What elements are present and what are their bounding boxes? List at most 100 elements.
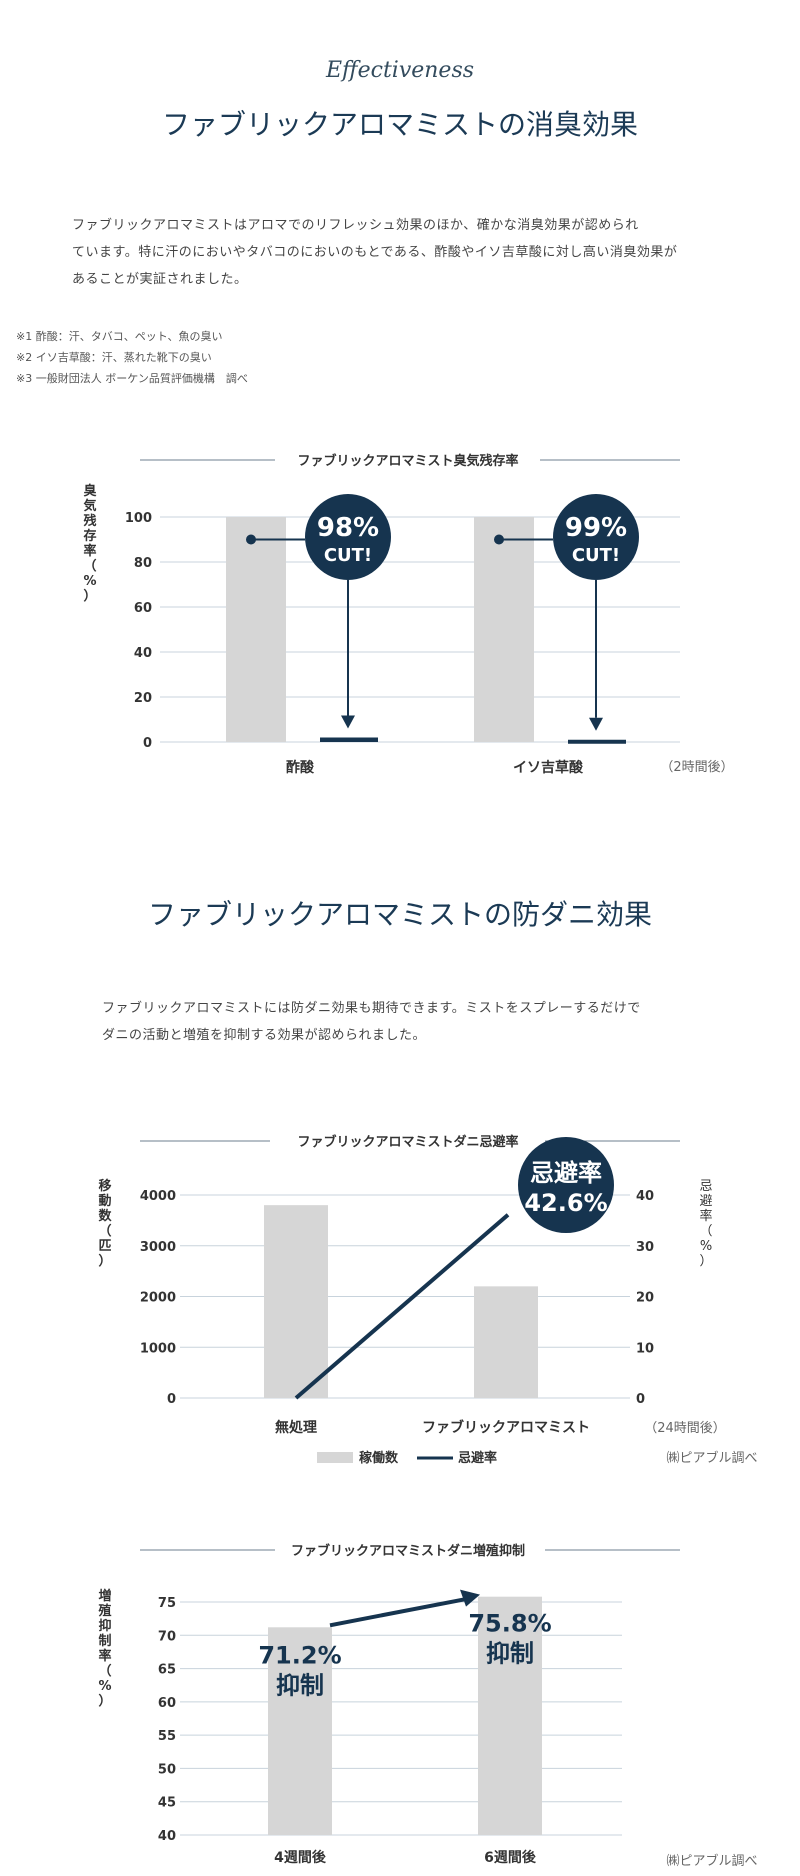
x-tick-label: 4週間後 (274, 1849, 327, 1866)
y-axis-label-text: 増殖抑制率（%） (97, 1588, 111, 1709)
chart-title: ファブリックアロマミスト臭気残存率 (297, 453, 518, 469)
footnotes: ※1 酢酸：汗、タバコ、ペット、魚の臭い ※2 イソ吉草酸：汗、蒸れた靴下の臭い… (16, 326, 248, 389)
chart-title: ファブリックアロマミストダニ増殖抑制 (291, 1543, 525, 1559)
growth-arrow (329, 1589, 480, 1628)
description-line: ファブリックアロマミストはアロマでのリフレッシュ効果のほか、確かな消臭効果が認め… (72, 218, 639, 233)
bars (226, 517, 626, 744)
y-tick-label: 55 (158, 1729, 176, 1744)
x-axis-labels: 4週間後 6週間後 (274, 1849, 537, 1866)
right-y-tick-label: 20 (636, 1291, 654, 1306)
repellency-badge-value: 42.6% (524, 1189, 607, 1217)
grid: 40 45 50 55 60 65 70 75 (158, 1596, 622, 1844)
y-tick-label: 40 (158, 1829, 176, 1844)
y-tick-label: 45 (158, 1796, 176, 1811)
bar-before (226, 517, 286, 742)
y-tick-label: 50 (158, 1762, 176, 1777)
connector-dot (494, 534, 504, 545)
value-label-percent: 71.2% (258, 1641, 341, 1669)
right-y-tick-label: 40 (636, 1189, 654, 1204)
description-line: あることが実証されました。 (72, 272, 248, 287)
x-tick-label: 無処理 (275, 1419, 317, 1436)
x-tick-label: ファブリックアロマミスト (422, 1419, 590, 1436)
x-tick-label: 酢酸 (286, 759, 315, 776)
description-line: ています。特に汗のにおいやタバコのにおいのもとである、酢酸やイソ吉草酸に対し高い… (72, 245, 678, 260)
cut-badge-text: CUT! (324, 545, 372, 566)
y-tick-label: 65 (158, 1663, 176, 1678)
chart-title-group: ファブリックアロマミスト臭気残存率 (140, 453, 680, 469)
right-y-tick-label: 10 (636, 1341, 654, 1356)
anti-mite-description: ファブリックアロマミストには防ダニ効果も期待できます。ミストをスプレーするだけで… (102, 995, 762, 1049)
y-tick-label: 20 (134, 691, 152, 706)
odor-residual-chart: ファブリックアロマミスト臭気残存率 0 20 40 60 80 100 98%CUT! 99… (83, 453, 733, 776)
value-label-text: 抑制 (486, 1640, 534, 1668)
left-y-tick-label: 1000 (140, 1341, 176, 1356)
x-tick-label: イソ吉草酸 (513, 759, 584, 776)
repellency-badge-circle (518, 1137, 614, 1233)
legend: 稼働数 忌避率 (317, 1450, 497, 1466)
y-tick-label: 40 (134, 646, 152, 661)
grid: 0 1000 2000 3000 4000 0 10 20 30 40 (140, 1189, 654, 1407)
cut-badge (305, 494, 391, 580)
bars (268, 1596, 542, 1835)
cut-badge (553, 494, 639, 580)
bar (474, 1286, 538, 1398)
drop-arrowhead (589, 717, 603, 731)
y-tick-label: 60 (158, 1696, 176, 1711)
footnote: ※1 酢酸：汗、タバコ、ペット、魚の臭い (16, 330, 223, 343)
growth-arrow-shaft (329, 1596, 469, 1628)
anti-mite-section-title: ファブリックアロマミストの防ダニ効果 (147, 898, 652, 931)
chart-title-group: ファブリックアロマミストダニ増殖抑制 (140, 1543, 680, 1559)
y-tick-label: 70 (158, 1629, 176, 1644)
y-axis-label-text: 臭気残存率（%） (83, 483, 96, 604)
repellency-line-segment (294, 1213, 510, 1400)
bars (264, 1205, 538, 1398)
value-label-text: 抑制 (276, 1671, 324, 1699)
y-tick-label: 100 (125, 511, 152, 526)
deodorant-section-title: ファブリックアロマミストの消臭効果 (161, 108, 638, 141)
description-line: ダニの活動と増殖を抑制する効果が認められました。 (102, 1028, 427, 1043)
connector-dot (246, 534, 256, 545)
mite-repellency-chart: ファブリックアロマミストダニ忌避率 0 1000 2000 3000 4000 0 10 20… (98, 1134, 757, 1466)
left-y-tick-label: 0 (167, 1392, 176, 1407)
left-y-axis-label: 移動数（匹） (98, 1178, 112, 1269)
cut-badge-value: 99% (565, 513, 627, 543)
bar (268, 1627, 332, 1835)
y-tick-label: 0 (143, 736, 152, 751)
time-note: （24時間後） (644, 1421, 726, 1436)
y-tick-label: 75 (158, 1596, 176, 1611)
x-axis-labels: 酢酸 イソ吉草酸 (286, 759, 584, 776)
right-y-tick-label: 0 (636, 1392, 645, 1407)
bar (478, 1596, 542, 1835)
left-y-tick-label: 3000 (140, 1240, 176, 1255)
source-note: ㈱ピアブル調べ (666, 1853, 757, 1869)
chart-title-group: ファブリックアロマミストダニ忌避率 (140, 1134, 680, 1150)
chart-title: ファブリックアロマミストダニ忌避率 (297, 1134, 518, 1150)
left-y-tick-label: 2000 (140, 1291, 176, 1306)
growth-arrowhead (460, 1589, 480, 1607)
bar-after (568, 739, 626, 744)
right-y-axis-label: 忌避率（%） (699, 1179, 712, 1269)
bar-after (320, 737, 378, 742)
cut-badge-value: 98% (317, 513, 379, 543)
y-tick-label: 60 (134, 601, 152, 616)
legend-bar-swatch (317, 1452, 353, 1463)
legend-bar-label: 稼働数 (359, 1450, 399, 1466)
badges: 98%CUT!99%CUT! (246, 494, 639, 731)
x-tick-label: 6週間後 (484, 1849, 537, 1866)
footnote: ※2 イソ吉草酸：汗、蒸れた靴下の臭い (16, 351, 212, 364)
drop-arrowhead (341, 715, 355, 729)
legend-line-label: 忌避率 (458, 1450, 497, 1466)
right-y-axis-label-text: 忌避率（%） (699, 1179, 712, 1269)
y-tick-label: 80 (134, 556, 152, 571)
repellency-badge-label: 忌避率 (530, 1159, 602, 1187)
repellency-line (294, 1213, 510, 1400)
left-y-tick-label: 4000 (140, 1189, 176, 1204)
bar-before (474, 517, 534, 742)
source-note: ㈱ピアブル調べ (666, 1450, 757, 1466)
x-axis-labels: 無処理 ファブリックアロマミスト (275, 1419, 590, 1436)
section-eyebrow: Effectiveness (325, 58, 475, 83)
bar (264, 1205, 328, 1398)
y-axis-label: 増殖抑制率（%） (97, 1588, 111, 1709)
